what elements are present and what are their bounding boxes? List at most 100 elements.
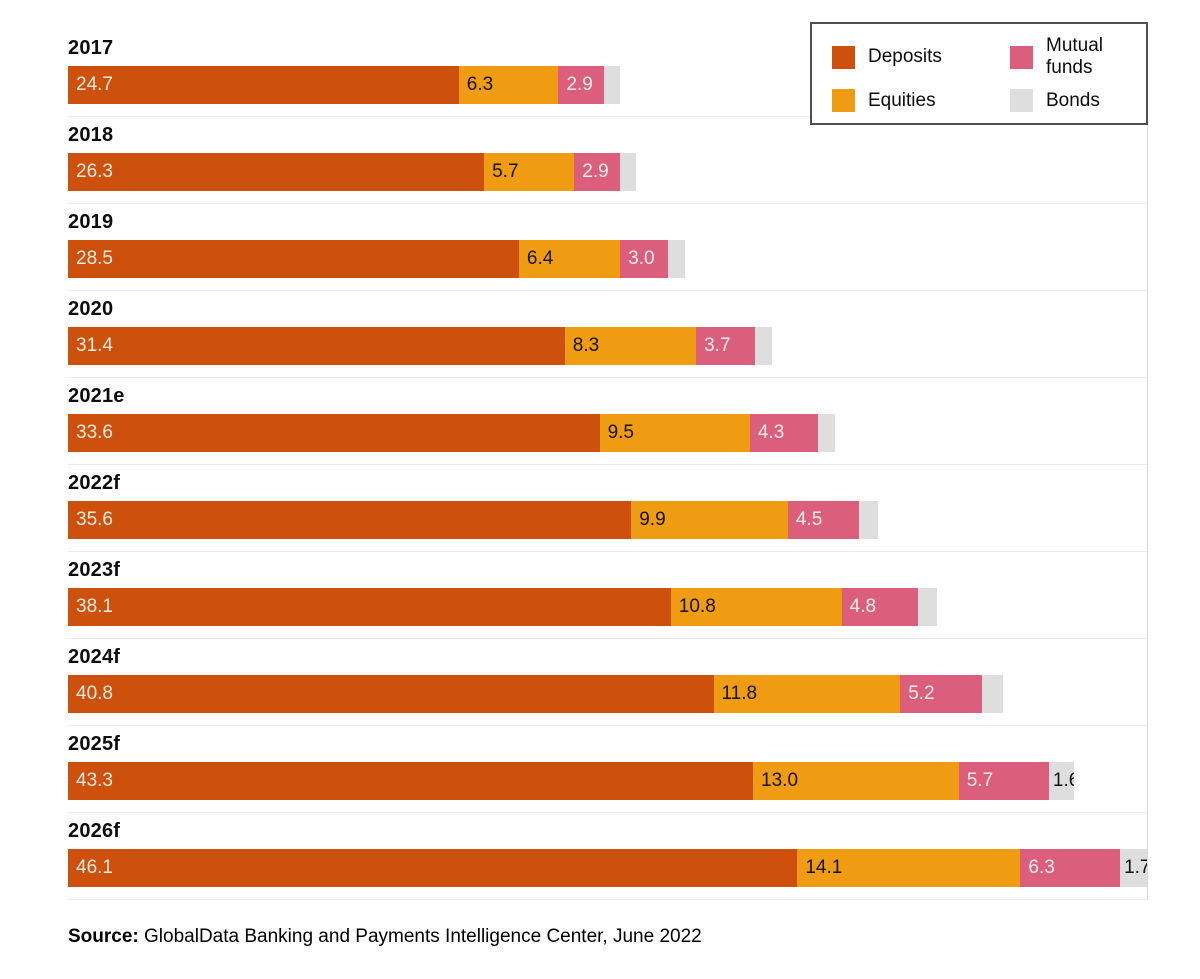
chart-row-2020: 2020 31.4 8.3 3.7 <box>68 291 1147 378</box>
segment-value-label: 24.7 <box>76 74 113 95</box>
segment-bonds <box>917 588 937 626</box>
segment-value-label: 4.8 <box>849 596 877 617</box>
segment-deposits: 46.1 <box>68 849 798 887</box>
segment-deposits: 33.6 <box>68 414 600 452</box>
stacked-bar: 40.8 11.8 5.2 <box>68 675 1147 713</box>
segment-mutual-funds: 4.8 <box>841 588 918 626</box>
chart-row-2023f: 2023f 38.1 10.8 4.8 <box>68 552 1147 639</box>
segment-equities: 9.5 <box>599 414 750 452</box>
segment-value-label: 4.5 <box>795 509 823 530</box>
year-label: 2025f <box>68 733 121 755</box>
source-line: Source: GlobalData Banking and Payments … <box>68 926 1148 948</box>
legend-item-deposits: Deposits <box>832 35 1010 79</box>
segment-value-label: 26.3 <box>76 161 113 182</box>
chart-row-2019: 2019 28.5 6.4 3.0 <box>68 204 1147 291</box>
segment-bonds: 1.6 <box>1048 762 1075 800</box>
year-label: 2017 <box>68 37 114 59</box>
segment-value-label: 8.3 <box>572 335 600 356</box>
segment-equities: 13.0 <box>753 762 959 800</box>
segment-equities: 5.7 <box>484 153 575 191</box>
stacked-bar: 24.7 6.3 2.9 <box>68 66 1147 104</box>
year-label: 2021e <box>68 385 125 407</box>
segment-value-label: 11.8 <box>721 683 758 704</box>
segment-equities: 11.8 <box>713 675 901 713</box>
segment-bonds <box>667 240 685 278</box>
year-label: 2026f <box>68 820 121 842</box>
source-label: Source: <box>68 926 139 947</box>
year-label: 2023f <box>68 559 121 581</box>
stacked-bar: 38.1 10.8 4.8 <box>68 588 1147 626</box>
segment-mutual-funds: 3.0 <box>620 240 668 278</box>
segment-equities: 6.4 <box>518 240 621 278</box>
segment-bonds <box>817 414 836 452</box>
chart-row-2026f: 2026f 46.1 14.1 6.3 1.7 <box>68 813 1147 900</box>
segment-mutual-funds: 5.2 <box>900 675 983 713</box>
segment-deposits: 43.3 <box>68 762 754 800</box>
stacked-bar: 26.3 5.7 2.9 <box>68 153 1147 191</box>
chart-row-2022f: 2022f 35.6 9.9 4.5 <box>68 465 1147 552</box>
segment-value-label: 3.0 <box>628 248 655 269</box>
legend-label: Mutual funds <box>1046 35 1104 78</box>
segment-bonds <box>620 153 636 191</box>
segment-value-label: 35.6 <box>76 509 113 530</box>
segment-value-label: 46.1 <box>76 857 113 878</box>
segment-value-label: 40.8 <box>76 683 113 704</box>
segment-mutual-funds: 5.7 <box>958 762 1049 800</box>
year-label: 2020 <box>68 298 114 320</box>
year-label: 2018 <box>68 124 114 146</box>
segment-value-label: 6.3 <box>1028 857 1055 878</box>
segment-value-label: 2.9 <box>566 74 593 95</box>
segment-equities: 8.3 <box>564 327 697 365</box>
segment-value-label: 10.8 <box>678 596 716 617</box>
segment-mutual-funds: 4.3 <box>749 414 818 452</box>
segment-mutual-funds: 6.3 <box>1020 849 1121 887</box>
segment-equities: 9.9 <box>631 501 788 539</box>
chart-row-2025f: 2025f 43.3 13.0 5.7 1.6 <box>68 726 1147 813</box>
year-label: 2019 <box>68 211 114 233</box>
segment-value-label: 3.7 <box>704 335 731 356</box>
segment-mutual-funds: 4.5 <box>787 501 860 539</box>
segment-mutual-funds: 2.9 <box>574 153 621 191</box>
segment-value-label: 1.7 <box>1124 857 1147 878</box>
stacked-bar: 43.3 13.0 5.7 1.6 <box>68 762 1147 800</box>
stacked-bar: 28.5 6.4 3.0 <box>68 240 1147 278</box>
legend: Deposits Mutual funds Equities Bonds <box>810 22 1148 125</box>
legend-item-mutual-funds: Mutual funds <box>1010 35 1146 79</box>
stacked-bar: 46.1 14.1 6.3 1.7 <box>68 849 1147 887</box>
segment-value-label: 33.6 <box>76 422 113 443</box>
legend-item-equities: Equities <box>832 89 1010 112</box>
segment-bonds <box>859 501 879 539</box>
segment-value-label: 5.7 <box>492 161 519 182</box>
segment-bonds <box>982 675 1004 713</box>
chart-row-2017: 2017 24.7 6.3 2.9 <box>68 30 1147 117</box>
segment-value-label: 31.4 <box>76 335 113 356</box>
segment-value-label: 43.3 <box>76 770 113 791</box>
segment-value-label: 9.5 <box>607 422 634 443</box>
segment-bonds <box>754 327 773 365</box>
segment-value-label: 5.2 <box>908 683 935 704</box>
stacked-bar: 31.4 8.3 3.7 <box>68 327 1147 365</box>
segment-bonds <box>604 66 621 104</box>
segment-value-label: 4.3 <box>757 422 785 443</box>
stacked-bar: 33.6 9.5 4.3 <box>68 414 1147 452</box>
chart-row-2024f: 2024f 40.8 11.8 5.2 <box>68 639 1147 726</box>
segment-bonds: 1.7 <box>1120 849 1147 887</box>
segment-deposits: 35.6 <box>68 501 632 539</box>
legend-label: Bonds <box>1046 89 1100 111</box>
stacked-bar: 35.6 9.9 4.5 <box>68 501 1147 539</box>
segment-value-label: 38.1 <box>76 596 113 617</box>
segment-value-label: 9.9 <box>639 509 666 530</box>
segment-value-label: 5.7 <box>966 770 994 791</box>
segment-value-label: 14.1 <box>805 857 843 878</box>
segment-deposits: 31.4 <box>68 327 565 365</box>
chart-row-2018: 2018 26.3 5.7 2.9 <box>68 117 1147 204</box>
chart-row-2021e: 2021e 33.6 9.5 4.3 <box>68 378 1147 465</box>
year-label: 2024f <box>68 646 121 668</box>
bars-area: 2017 24.7 6.3 2.9 2018 26.3 5.7 2.9 2019 28.5 6.4 3… <box>68 30 1148 900</box>
segment-deposits: 26.3 <box>68 153 485 191</box>
year-label: 2022f <box>68 472 121 494</box>
segment-deposits: 38.1 <box>68 588 671 626</box>
legend-swatch-deposits <box>832 45 855 69</box>
segment-mutual-funds: 3.7 <box>696 327 755 365</box>
